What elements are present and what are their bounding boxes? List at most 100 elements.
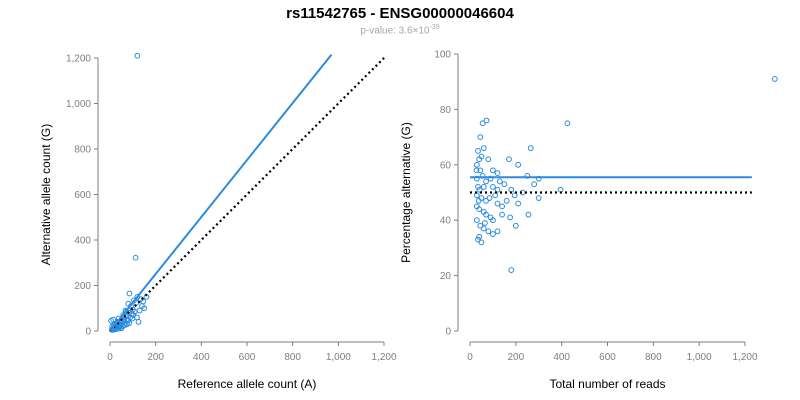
left-y-axis-title: Alternative allele count (G)	[39, 124, 53, 265]
right-x-tick-label: 800	[645, 352, 662, 363]
p-value-subtitle: p-value: 3.6×10-39	[0, 24, 800, 36]
left-x-tick-label: 400	[193, 352, 210, 363]
right-y-tick-label: 80	[440, 105, 452, 116]
left-y-tick-label: 800	[74, 145, 91, 156]
right-data-point	[478, 195, 485, 201]
right-data-point	[480, 145, 487, 152]
left-x-tick-label: 200	[147, 352, 164, 363]
right-data-point	[501, 181, 508, 188]
right-data-point	[473, 217, 480, 224]
right-y-axis-title: Percentage alternative (G)	[399, 122, 413, 263]
right-x-tick-label: 200	[507, 352, 524, 363]
left-y-tick-label: 0	[85, 327, 91, 338]
right-x-tick-label: 600	[599, 352, 616, 363]
right-data-point	[515, 161, 522, 168]
right-data-point	[487, 175, 494, 182]
left-reference-line	[109, 54, 388, 332]
right-data-point	[503, 197, 510, 204]
left-data-point	[136, 307, 143, 314]
right-scatter-plot: 0 200 400 600 800 1,000 1,200 0 20 40 60 80 100 Total…	[399, 50, 778, 391]
right-data-point	[485, 156, 492, 163]
left-data-point	[126, 290, 133, 297]
left-y-tick-label: 600	[74, 190, 91, 201]
right-data-point	[524, 172, 531, 179]
right-data-point	[483, 211, 489, 218]
right-data-point	[476, 233, 483, 240]
left-data-point	[134, 52, 141, 59]
right-data-point	[515, 200, 522, 207]
right-data-point	[480, 225, 487, 232]
right-data-point	[490, 184, 496, 190]
right-data-point	[477, 134, 484, 141]
right-x-axis-title: Total number of reads	[549, 377, 665, 391]
p-value-text: p-value: 3.6×10	[360, 25, 430, 37]
left-data-point	[141, 305, 148, 312]
right-data-point	[477, 167, 484, 174]
left-x-tick-label: 0	[107, 352, 113, 363]
right-data-point	[527, 145, 534, 152]
left-x-tick-label: 800	[284, 352, 301, 363]
right-data-layer	[470, 76, 778, 273]
right-x-tick-label: 0	[467, 352, 473, 363]
right-data-point	[473, 161, 480, 168]
right-y-tick-label: 0	[445, 327, 451, 338]
right-data-point	[478, 239, 485, 246]
right-data-point	[480, 184, 487, 190]
left-x-tick-label: 600	[239, 352, 256, 363]
left-y-tick-label: 400	[74, 236, 91, 247]
left-x-axis-title: Reference allele count (A)	[178, 377, 317, 391]
left-data-point	[134, 314, 140, 321]
right-data-point	[508, 267, 515, 273]
p-value-exponent: -39	[429, 24, 440, 31]
left-data-point	[132, 254, 139, 261]
left-x-tick-label: 1,000	[326, 352, 351, 363]
left-data-point	[126, 320, 133, 326]
right-data-point	[490, 167, 496, 174]
right-data-point	[494, 186, 501, 193]
left-y-tick-label: 1,200	[66, 54, 91, 65]
right-y-tick-label: 20	[440, 271, 452, 282]
right-data-point	[477, 222, 484, 229]
right-data-point	[499, 211, 505, 218]
right-data-point	[494, 228, 501, 235]
right-data-point	[490, 231, 496, 237]
right-data-point	[535, 195, 542, 201]
left-fit-line	[109, 53, 333, 332]
chart-title: rs11542765 - ENSG00000046604	[286, 5, 514, 22]
right-data-point	[476, 186, 483, 193]
left-x-tick-label: 1,200	[371, 352, 396, 363]
left-data-point	[131, 308, 138, 315]
right-data-point	[490, 217, 496, 224]
right-data-point	[475, 148, 481, 154]
right-data-point	[479, 172, 486, 179]
right-y-tick-label: 100	[434, 50, 451, 61]
right-data-point	[564, 120, 571, 127]
right-data-point	[771, 76, 778, 82]
right-x-tick-label: 400	[553, 352, 570, 363]
right-data-point	[479, 120, 486, 127]
right-data-point	[483, 178, 489, 185]
right-data-point	[473, 167, 480, 174]
right-data-point	[535, 175, 542, 182]
right-data-point	[483, 117, 490, 124]
right-data-point	[475, 197, 482, 204]
right-data-point	[512, 222, 519, 229]
right-data-point	[496, 178, 503, 185]
right-data-point	[476, 206, 483, 213]
right-data-point	[481, 220, 488, 226]
right-y-tick-label: 60	[440, 160, 452, 171]
left-y-tick-label: 200	[74, 281, 91, 292]
right-data-point	[507, 214, 514, 221]
right-data-point	[494, 170, 501, 177]
right-x-tick-label: 1,200	[732, 352, 757, 363]
right-data-point	[499, 203, 505, 210]
right-data-point	[485, 228, 492, 235]
right-data-point	[476, 156, 483, 163]
right-y-tick-label: 40	[440, 216, 452, 227]
right-data-point	[525, 211, 532, 218]
right-data-point	[473, 175, 480, 182]
right-data-point	[494, 200, 501, 207]
right-data-point	[475, 236, 481, 243]
right-data-point	[511, 192, 518, 199]
